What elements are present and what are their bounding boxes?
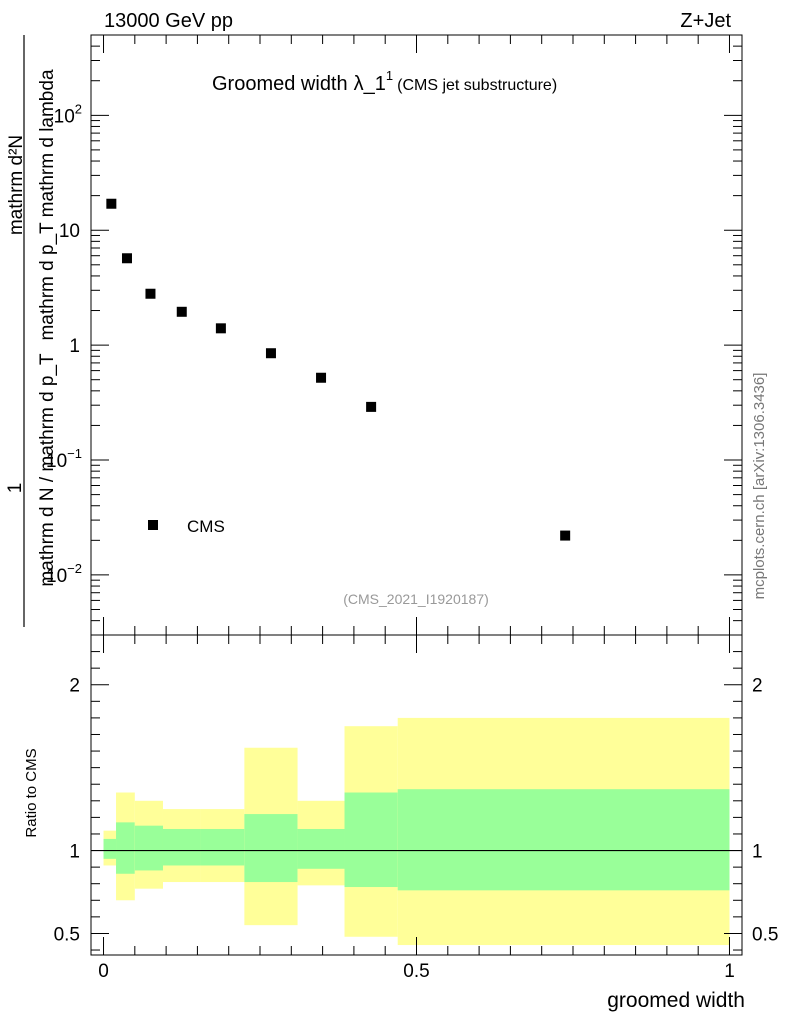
energy-label: 13000 GeV pp [104, 10, 233, 32]
ylabel-den2: mathrm d p_T mathrm d lambda [37, 69, 58, 340]
xtick-label-2: 1 [724, 961, 735, 982]
ratio-inner-band-2 [134, 825, 163, 871]
data-point-0 [106, 198, 117, 209]
data-point-7 [366, 401, 377, 412]
x-axis-label: groomed width [607, 989, 745, 1012]
ratio-inner-band-7 [344, 792, 398, 888]
main-panel-frame [90, 34, 743, 636]
ratio-inner-band-6 [297, 828, 345, 869]
data-points [106, 198, 571, 541]
ratio-axis-ticks: 0.5 0.5 1 1 2 2 0 0.5 1 [54, 635, 778, 982]
ratio-ytick-label-left-2: 2 [69, 676, 80, 697]
title-main: Groomed width [212, 73, 348, 95]
title-symbol: λ_1 [354, 73, 386, 95]
ylabel-one: 1 [5, 483, 26, 494]
data-point-4 [215, 323, 226, 334]
ratio-inner-band-0 [103, 838, 117, 859]
data-point-8 [560, 530, 571, 541]
ylabel-num: mathrm d²N [6, 135, 27, 235]
ratio-ylabel: Ratio to CMS [23, 748, 40, 837]
ratio-inner-band-4 [200, 828, 245, 866]
xtick-label-0: 0 [98, 961, 109, 982]
main-ytick-label-0: 10−2 [46, 561, 82, 587]
ratio-inner-band-1 [116, 822, 135, 874]
title-sup: 1 [386, 68, 393, 83]
data-point-6 [316, 372, 327, 383]
ratio-inner-band-8 [397, 789, 730, 891]
ratio-ytick-label-right-0: 0.5 [752, 924, 778, 945]
main-ytick-label-3: 10 [59, 221, 80, 242]
ratio-inner-band-5 [244, 814, 298, 883]
data-point-3 [176, 306, 187, 317]
main-ytick-label-4: 102 [54, 101, 82, 127]
ratio-inner-band-3 [162, 828, 201, 866]
xtick-label-1: 0.5 [403, 961, 429, 982]
ratio-ytick-label-left-0: 0.5 [54, 924, 80, 945]
legend-label: CMS [187, 517, 225, 536]
main-axis-ticks: 10−2 10−1 1 10 102 [46, 34, 742, 636]
main-ytick-label-1: 10−1 [46, 446, 82, 472]
ratio-ytick-label-left-1: 1 [69, 842, 80, 863]
process-label: Z+Jet [680, 10, 731, 32]
legend-marker [148, 520, 158, 530]
source-label: mcplots.cern.ch [arXiv:1306.3436] [751, 373, 768, 600]
ylabel-den: mathrm d N / mathrm d p_T [37, 353, 58, 587]
main-ytick-label-2: 1 [69, 336, 80, 357]
analysis-id: (CMS_2021_I1920187) [343, 591, 489, 607]
chart-title: Groomed width λ_11 (CMS jet substructure) [212, 68, 557, 95]
data-point-5 [265, 348, 276, 359]
y-axis-label: 1 mathrm d N / mathrm d p_T mathrm d²N m… [5, 35, 58, 627]
data-point-1 [121, 253, 132, 264]
ratio-bands [91, 717, 742, 946]
ratio-ytick-label-right-2: 2 [752, 676, 763, 697]
data-point-2 [145, 288, 156, 299]
title-sub: (CMS jet substructure) [397, 77, 557, 94]
ratio-ytick-label-right-1: 1 [752, 842, 763, 863]
